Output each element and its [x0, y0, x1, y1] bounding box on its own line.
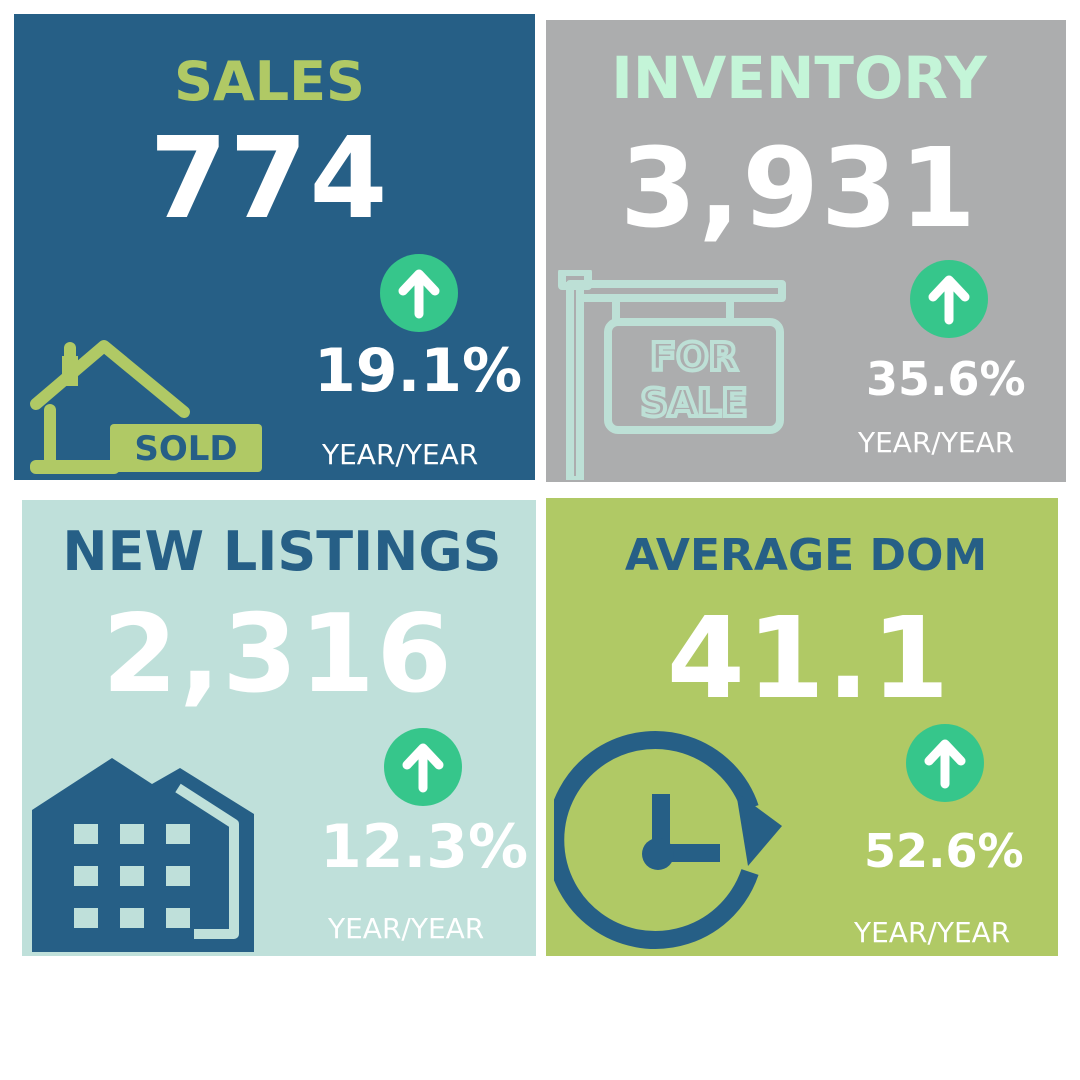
sales-title: SALES	[174, 50, 365, 113]
new-listings-change: 12.3%	[320, 812, 529, 882]
inventory-tile: INVENTORY 3,931 35.6% YEAR/YEAR FOR SALE	[546, 20, 1066, 482]
new-listings-value: 2,316	[102, 592, 454, 717]
arrow-up-icon	[906, 724, 984, 802]
sales-change: 19.1%	[314, 336, 523, 406]
for-sale-sign-icon: FOR SALE	[558, 270, 786, 480]
average-dom-change: 52.6%	[864, 824, 1024, 878]
inventory-title: INVENTORY	[611, 44, 987, 112]
arrow-up-icon	[384, 728, 462, 806]
average-dom-title: AVERAGE DOM	[624, 530, 988, 581]
new-listings-tile: NEW LISTINGS 2,316 12.3% YEAR/YEAR	[22, 500, 536, 956]
clock-refresh-icon	[554, 731, 782, 949]
new-listings-title: NEW LISTINGS	[62, 520, 502, 583]
average-dom-tile: AVERAGE DOM 41.1 52.6% YEAR/YEAR	[546, 498, 1058, 956]
inventory-change: 35.6%	[866, 352, 1026, 406]
sign-line-2: SALE	[641, 381, 748, 425]
average-dom-value: 41.1	[666, 594, 952, 724]
inventory-value: 3,931	[620, 124, 978, 252]
inventory-period: YEAR/YEAR	[858, 426, 1015, 459]
arrow-up-icon	[910, 260, 988, 338]
sign-line-1: FOR	[650, 335, 738, 379]
arrow-up-icon	[380, 254, 458, 332]
sold-sign-text: SOLD	[134, 429, 237, 469]
new-listings-period: YEAR/YEAR	[328, 912, 485, 945]
sold-house-icon: SOLD	[30, 340, 262, 474]
buildings-icon	[32, 758, 254, 952]
sales-period: YEAR/YEAR	[322, 438, 479, 471]
average-dom-period: YEAR/YEAR	[854, 916, 1011, 949]
sales-value: 774	[149, 114, 390, 244]
sales-tile: SALES 774 19.1% YEAR/YEAR SOLD	[14, 14, 535, 480]
